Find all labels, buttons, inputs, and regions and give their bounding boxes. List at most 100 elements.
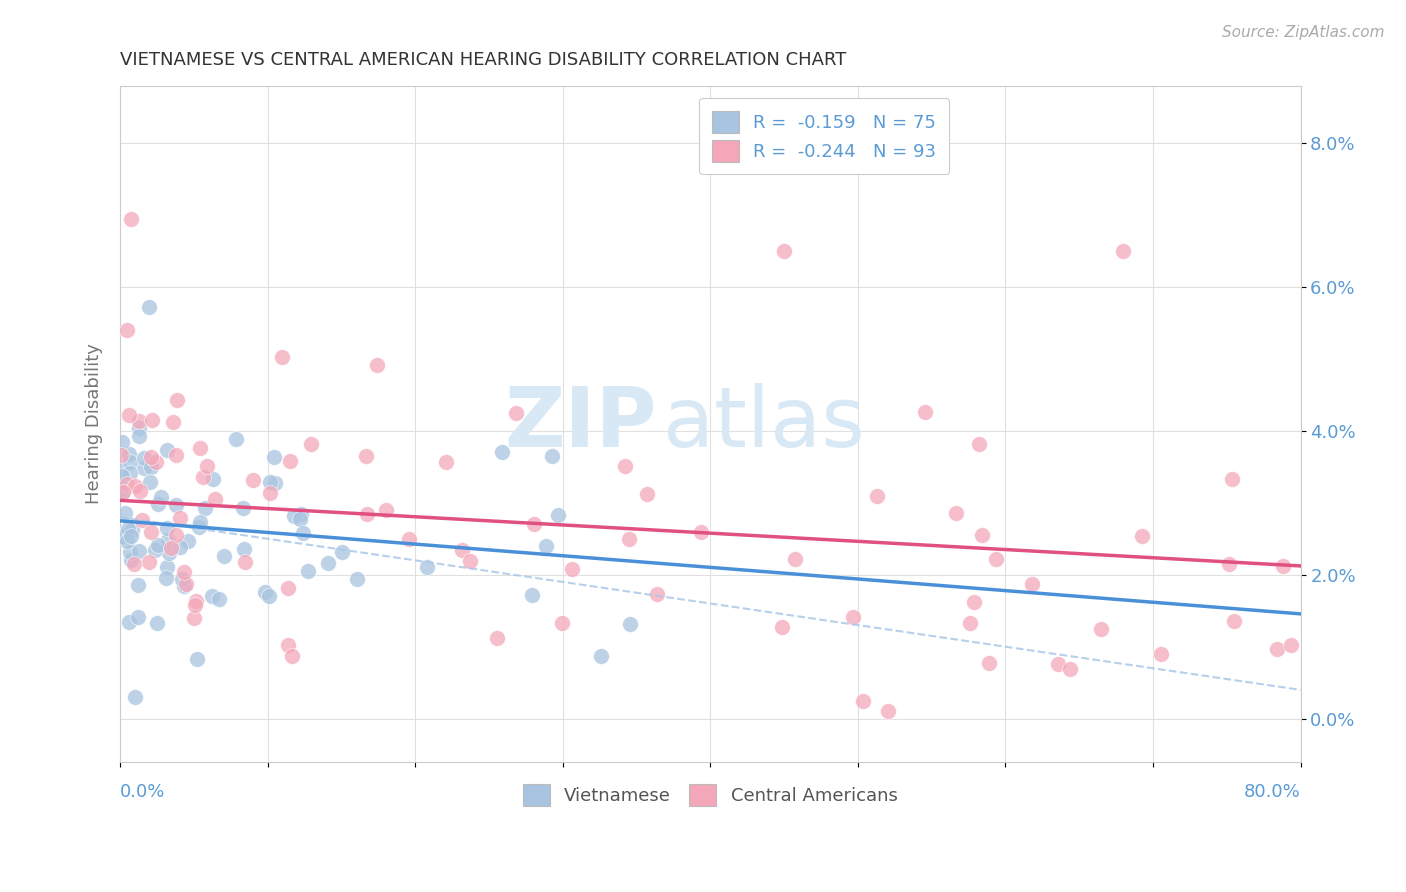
Point — [118, 447, 141, 461]
Point — [617, 533, 640, 547]
Text: atlas: atlas — [664, 384, 865, 464]
Point — [1090, 622, 1112, 636]
Point — [852, 694, 875, 708]
Point — [194, 501, 217, 516]
Point — [647, 587, 669, 601]
Point — [232, 501, 254, 516]
Point — [202, 472, 225, 486]
Point — [159, 541, 181, 555]
Point — [290, 507, 312, 521]
Point — [278, 454, 301, 468]
Point — [614, 458, 637, 473]
Point — [115, 534, 138, 549]
Point — [866, 489, 889, 503]
Point — [1361, 593, 1384, 607]
Point — [138, 301, 160, 315]
Point — [619, 616, 641, 631]
Point — [1265, 641, 1288, 656]
Point — [551, 616, 574, 631]
Point — [277, 581, 299, 595]
Point — [280, 649, 302, 664]
Point — [195, 459, 218, 474]
Point — [169, 511, 191, 525]
Point — [204, 492, 226, 507]
Point — [986, 552, 1008, 566]
Point — [173, 565, 195, 579]
Point — [155, 571, 177, 585]
Point — [120, 528, 142, 542]
Point — [1279, 638, 1302, 652]
Point — [970, 528, 993, 542]
Point — [146, 538, 169, 552]
Point — [636, 487, 658, 501]
Point — [366, 358, 388, 372]
Point — [1301, 509, 1323, 524]
Point — [1223, 614, 1246, 628]
Point — [165, 528, 187, 542]
Point — [111, 434, 134, 449]
Point — [128, 421, 150, 435]
Point — [166, 393, 188, 408]
Point — [316, 556, 339, 570]
Point — [114, 506, 136, 520]
Point — [162, 415, 184, 429]
Point — [1365, 642, 1388, 657]
Point — [270, 350, 292, 364]
Point — [111, 469, 134, 483]
Point — [208, 591, 231, 606]
Point — [141, 413, 163, 427]
Point — [145, 455, 167, 469]
Point — [914, 405, 936, 419]
Point — [299, 436, 322, 450]
Point — [354, 449, 377, 463]
Point — [148, 497, 170, 511]
Point — [770, 620, 793, 634]
Point — [783, 552, 806, 566]
Point — [458, 554, 481, 568]
Point — [450, 542, 472, 557]
Point — [290, 512, 312, 526]
Point — [505, 406, 527, 420]
Point — [115, 476, 138, 491]
Point — [547, 508, 569, 522]
Point — [188, 520, 211, 534]
Point — [356, 507, 378, 521]
Point — [561, 562, 583, 576]
Point — [128, 544, 150, 558]
Point — [292, 526, 315, 541]
Point — [1046, 657, 1069, 672]
Point — [117, 522, 139, 536]
Point — [188, 441, 211, 455]
Point — [297, 564, 319, 578]
Point — [1059, 662, 1081, 676]
Point — [139, 475, 162, 490]
Point — [1333, 492, 1355, 507]
Point — [193, 470, 215, 484]
Point — [174, 576, 197, 591]
Point — [485, 631, 508, 645]
Point — [184, 598, 207, 612]
Point — [169, 541, 191, 555]
Point — [177, 534, 200, 549]
Point — [534, 539, 557, 553]
Point — [876, 705, 898, 719]
Point — [212, 549, 235, 563]
Point — [138, 555, 160, 569]
Point — [121, 552, 143, 566]
Point — [128, 429, 150, 443]
Point — [141, 460, 163, 475]
Point — [959, 615, 981, 630]
Point — [541, 449, 564, 463]
Point — [186, 652, 208, 666]
Point — [170, 572, 193, 586]
Point — [156, 443, 179, 458]
Legend: Vietnamese, Central Americans: Vietnamese, Central Americans — [516, 777, 905, 814]
Point — [945, 506, 967, 520]
Point — [143, 542, 166, 557]
Point — [157, 533, 180, 548]
Point — [233, 542, 256, 557]
Point — [375, 502, 398, 516]
Point — [257, 589, 280, 603]
Point — [118, 615, 141, 630]
Point — [128, 414, 150, 428]
